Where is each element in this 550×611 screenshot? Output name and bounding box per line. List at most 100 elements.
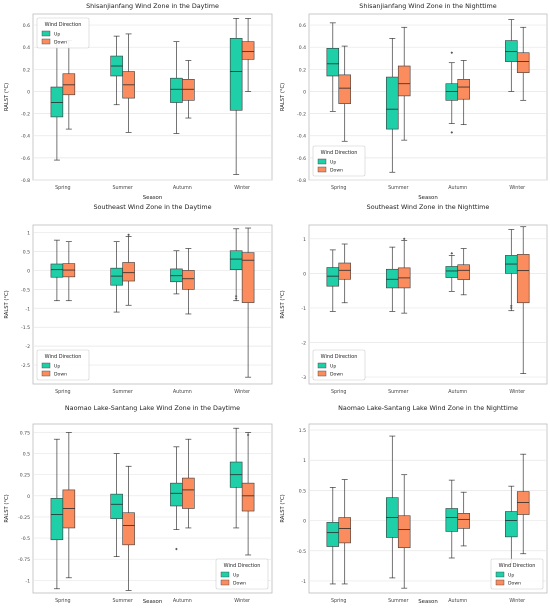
x-tick-label: Winter: [509, 389, 525, 395]
box-body: [50, 263, 64, 278]
box-up-winter: [229, 18, 243, 175]
legend-title: Wind Direction: [321, 150, 358, 156]
box-body: [397, 515, 411, 549]
box-body: [241, 252, 255, 303]
outlier-point: [510, 306, 513, 310]
box-down-winter: [516, 26, 530, 101]
box-body: [170, 482, 183, 507]
x-tick-label: Summer: [112, 389, 132, 395]
y-tick-label: -2.5: [21, 363, 30, 369]
box-down-winter: [516, 453, 530, 555]
legend-swatch-down: [220, 579, 230, 586]
box-body: [338, 262, 351, 280]
x-tick-label: Summer: [112, 185, 132, 191]
box-down-summer: [122, 465, 135, 591]
legend-label-down: Down: [508, 580, 521, 586]
box-body: [386, 268, 399, 289]
box-down-summer: [122, 233, 135, 306]
legend-swatch-up: [220, 571, 230, 578]
outlier-point: [246, 433, 250, 437]
legend-label-down: Down: [233, 580, 246, 586]
x-tick-label: Autumn: [173, 185, 192, 191]
box-body: [182, 270, 195, 290]
chart-title: Southeast Wind Zone in the Daytime: [93, 203, 211, 211]
y-tick-label: 0.5: [23, 452, 30, 458]
box-body: [516, 254, 530, 304]
y-tick-label: -0.75: [18, 557, 30, 563]
box-body: [62, 73, 76, 96]
box-down-spring: [338, 479, 351, 585]
box-up-summer: [110, 241, 123, 313]
legend-title: Wind Direction: [45, 354, 82, 360]
box-body: [505, 40, 518, 62]
box-body: [338, 74, 351, 104]
box-body: [397, 65, 411, 97]
x-axis-label: Season: [143, 599, 163, 605]
box-body: [110, 493, 123, 519]
y-tick-label: 0: [27, 494, 30, 500]
legend-label-up: Up: [508, 572, 514, 578]
box-body: [170, 77, 183, 103]
y-tick-label: 0: [27, 89, 30, 95]
box-down-spring: [62, 432, 76, 579]
x-tick-label: Summer: [388, 185, 408, 191]
legend-label-up: Up: [54, 31, 60, 37]
y-tick-label: 0.25: [20, 473, 30, 479]
box-down-winter: [241, 227, 255, 378]
box-up-spring: [50, 41, 64, 161]
box-body: [50, 498, 64, 541]
legend-label-up: Up: [330, 159, 336, 165]
chart-panel-3: 1 0.5 0 -0.5 -1 -1.5 -2 -2.5 Southeast Wind Zone…: [4, 203, 273, 395]
box-body: [326, 267, 340, 287]
legend-title: Wind Direction: [321, 354, 358, 360]
chart-panel-4: 1 0 -1 -2 -3 Southeast Wind Zone in the Night…: [280, 203, 548, 395]
box-up-winter: [229, 427, 243, 529]
y-axis-label: RALST (°C): [280, 83, 286, 111]
box-body: [457, 78, 470, 100]
x-tick-label: Summer: [388, 389, 408, 395]
box-body: [516, 52, 530, 73]
y-tick-label: -1: [25, 306, 30, 312]
legend: Wind Direction Up Down: [312, 145, 366, 177]
y-tick-label: -0.2: [297, 112, 306, 118]
legend-label-up: Up: [54, 363, 60, 369]
outlier-point: [450, 51, 454, 55]
chart-title: Naomao Lake-Santang Lake Wind Zone in th…: [338, 404, 518, 412]
chart-title: Shisanjianfang Wind Zone in the Daytime: [86, 2, 219, 10]
box-body: [229, 38, 243, 111]
box-body: [241, 41, 255, 60]
y-tick-label: 0.4: [299, 45, 306, 51]
y-tick-label: -0.2: [21, 112, 30, 118]
legend: Wind Direction Up Down: [36, 349, 90, 381]
y-tick-label: 0: [303, 89, 306, 95]
box-down-autumn: [182, 60, 195, 119]
y-tick-label: -0.6: [21, 156, 30, 162]
legend-label-up: Up: [330, 363, 336, 369]
box-down-autumn: [182, 438, 195, 529]
box-down-summer: [397, 474, 411, 589]
chart-panel-1: 0.6 0.4 0.2 0 -0.2 -0.4 -0.6 -0.8 Shisanjianfang…: [4, 2, 273, 201]
x-tick-label: Winter: [509, 185, 525, 191]
x-tick-label: Spring: [55, 185, 70, 191]
box-up-summer: [110, 35, 123, 106]
y-tick-label: -0.5: [297, 549, 306, 555]
legend-title: Wind Direction: [499, 563, 536, 569]
legend-swatch-up: [41, 362, 51, 369]
box-up-summer: [386, 37, 399, 173]
box-up-spring: [326, 22, 340, 112]
x-axis-label: Season: [418, 599, 438, 605]
box-up-autumn: [445, 252, 459, 292]
box-body: [182, 477, 195, 509]
box-up-autumn: [170, 446, 183, 551]
box-body: [445, 508, 459, 532]
box-body: [182, 78, 195, 101]
outlier-point: [402, 237, 406, 241]
y-axis-label: RALST (°C): [4, 290, 10, 318]
y-axis-label: RALST (°C): [4, 494, 10, 522]
y-tick-label: -3: [301, 375, 306, 381]
y-tick-label: 0.6: [23, 23, 30, 29]
box-body: [386, 76, 399, 130]
legend-label-down: Down: [54, 39, 67, 45]
